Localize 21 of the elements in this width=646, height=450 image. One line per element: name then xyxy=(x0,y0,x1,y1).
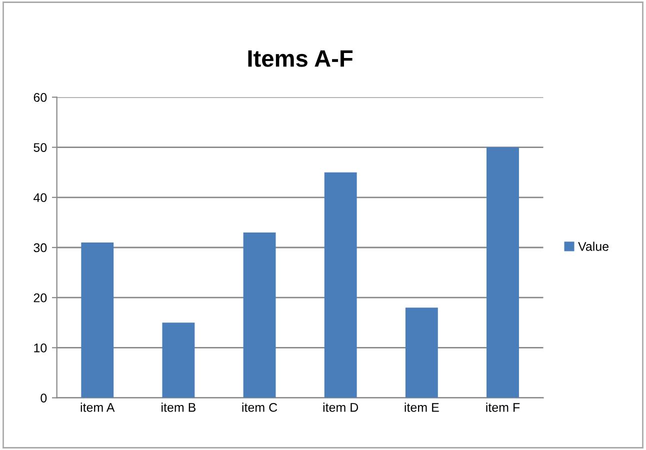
x-tick-label: item A xyxy=(80,402,115,412)
y-tick-label: 30 xyxy=(34,243,47,252)
bar xyxy=(324,172,357,398)
legend-label: Value xyxy=(578,242,609,251)
bar xyxy=(243,232,276,398)
y-tick-label: 0 xyxy=(40,394,47,402)
y-tick-label: 10 xyxy=(34,344,47,352)
bar xyxy=(405,308,438,398)
x-tick-label: item D xyxy=(323,402,358,412)
bar xyxy=(81,242,114,398)
y-tick-label: 50 xyxy=(34,143,47,152)
x-tick-label: item F xyxy=(486,402,520,412)
x-tick-label: item C xyxy=(242,402,278,412)
y-tick-label: 40 xyxy=(34,193,47,202)
bar xyxy=(486,147,519,398)
y-tick-label: 20 xyxy=(34,293,47,302)
x-tick-label: item E xyxy=(404,402,439,412)
x-tick-label: item B xyxy=(162,402,196,412)
chart-title: Items A-F xyxy=(248,50,353,67)
y-tick-label: 60 xyxy=(34,93,47,102)
bar xyxy=(162,322,195,398)
